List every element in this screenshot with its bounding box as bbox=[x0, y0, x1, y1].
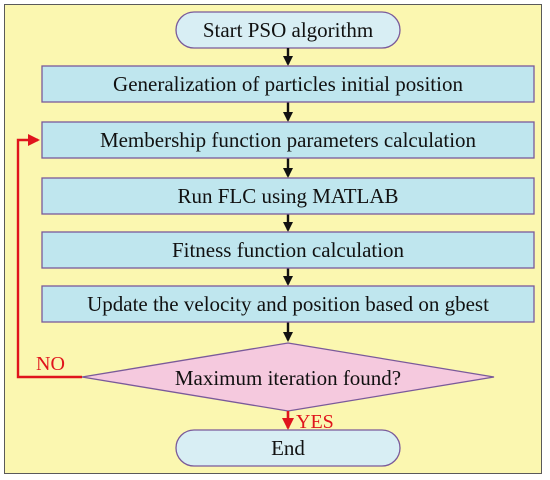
process-step-1: Generalization of particles initial posi… bbox=[41, 65, 535, 103]
process-step-5: Update the velocity and position based o… bbox=[41, 285, 535, 323]
process-step-4: Fitness function calculation bbox=[41, 231, 535, 269]
process-step-3: Run FLC using MATLAB bbox=[41, 177, 535, 215]
no-label: NO bbox=[36, 353, 65, 375]
process-step-2: Membership function parameters calculati… bbox=[41, 121, 535, 159]
end-label: End bbox=[271, 436, 305, 460]
step-label: Run FLC using MATLAB bbox=[177, 184, 398, 208]
end-terminal: End bbox=[175, 429, 401, 467]
step-label: Fitness function calculation bbox=[172, 238, 405, 262]
yes-label: YES bbox=[296, 411, 334, 433]
no-loop-arrow bbox=[16, 134, 82, 379]
decision-diamond: Maximum iteration found? bbox=[81, 342, 495, 412]
start-label: Start PSO algorithm bbox=[203, 18, 373, 42]
step-label: Update the velocity and position based o… bbox=[87, 292, 489, 316]
step-label: Membership function parameters calculati… bbox=[100, 128, 477, 152]
start-terminal: Start PSO algorithm bbox=[175, 11, 401, 49]
step-label: Generalization of particles initial posi… bbox=[113, 72, 463, 96]
decision-label: Maximum iteration found? bbox=[175, 366, 401, 390]
